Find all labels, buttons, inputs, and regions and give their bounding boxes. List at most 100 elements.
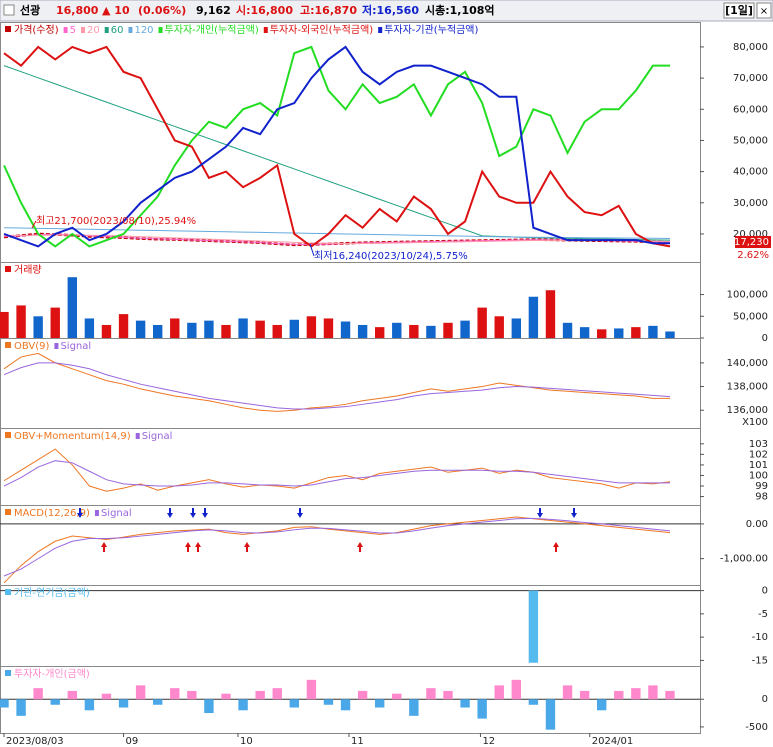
close-button[interactable] [756,2,772,19]
legend-label: 기관-연기금(금액) [14,587,90,599]
bar [187,322,197,338]
bar [494,685,504,700]
bar [562,322,573,338]
legend-box [94,510,99,516]
y-tick-label: 0.00 [746,519,768,530]
price-tag [735,236,771,248]
bar [477,307,487,338]
period: [1일] [725,3,753,17]
signal-arrow-down [77,508,83,518]
legend-box [5,509,11,515]
bar [16,699,26,716]
series-line [3,45,670,248]
signal-arrow-up [101,542,107,552]
y-tick-label: 0 [762,694,768,705]
bar [545,290,556,338]
bar [460,320,470,338]
bar [84,318,95,338]
series-line [3,460,670,487]
high: 고:16,870 [300,4,357,17]
bar [135,685,146,700]
legend-box [54,343,59,349]
bar [443,690,453,700]
bar [648,325,658,338]
legend-box [128,27,133,33]
bar [579,327,590,338]
bar [511,679,522,700]
period-button[interactable] [723,2,755,19]
bar [392,693,402,700]
bar [409,699,419,716]
legend-box [378,27,383,33]
bar [323,699,334,705]
y-tick-label: 100 [749,470,768,481]
legend-box [80,27,85,33]
bar [84,699,95,711]
signal-arrow-up [195,542,201,552]
checkbox[interactable] [3,4,15,16]
annotation-arrow [31,220,37,229]
market-cap: 시총:1,108억 [425,3,495,17]
bar [289,699,300,708]
bar [528,590,539,663]
bar [426,688,436,700]
bar [614,690,624,700]
signal-arrow-up [244,542,250,552]
bar [135,320,146,338]
signal-arrow-up [357,542,363,552]
header-bar [0,0,773,22]
bar [0,311,9,338]
y-tick-label: 50,000 [733,135,768,146]
bar [33,316,43,338]
bar [545,699,556,730]
legend-box [104,27,109,33]
bar [648,685,658,700]
stock-name: 선광 [20,3,40,17]
legend-box [5,432,11,438]
bar [187,690,197,700]
legend-label: 20 [87,25,100,36]
signal-arrow-down [202,508,208,518]
annotation-high: 최고21,700(2023/08/10),25.94% [36,215,196,227]
bar [170,688,180,700]
signal-arrow-down [537,508,543,518]
bar [50,307,60,338]
y-tick-label: 70,000 [733,73,768,84]
bar [477,699,487,719]
x-tick-label: 09 [126,736,139,747]
series-line [3,352,670,412]
y-tick-label: 100,000 [727,290,768,301]
bar [16,305,26,338]
bar [562,685,573,700]
bar [443,322,453,338]
y-tick-label: -500 [745,722,768,733]
series-line [3,362,671,410]
y-tick-label: 80,000 [733,42,768,53]
bar [374,327,385,338]
bar [118,699,129,708]
legend-box [5,589,11,595]
y-tick-label: 138,000 [727,382,768,393]
y-tick-label: 50,000 [733,311,768,322]
legend-label: OBV(9) [14,341,50,352]
signal-arrow-down [190,508,196,518]
change: ▲ 10 [102,4,130,17]
bar [0,699,9,708]
legend-label: OBV+Momentum(14,9) [14,431,131,442]
signal-arrow-down [571,508,577,518]
bar [665,690,675,700]
bar [528,699,539,705]
bar [631,327,641,338]
series-line [3,65,671,241]
bar [340,321,351,338]
bar [323,318,334,338]
bar [152,699,163,705]
bar [238,318,248,338]
x-tick-label: 2023/08/03 [6,736,64,747]
bar [272,688,282,700]
change-pct: (0.06%) [138,4,186,17]
series-line [3,45,671,248]
legend-box [5,342,11,348]
bar [152,324,163,338]
